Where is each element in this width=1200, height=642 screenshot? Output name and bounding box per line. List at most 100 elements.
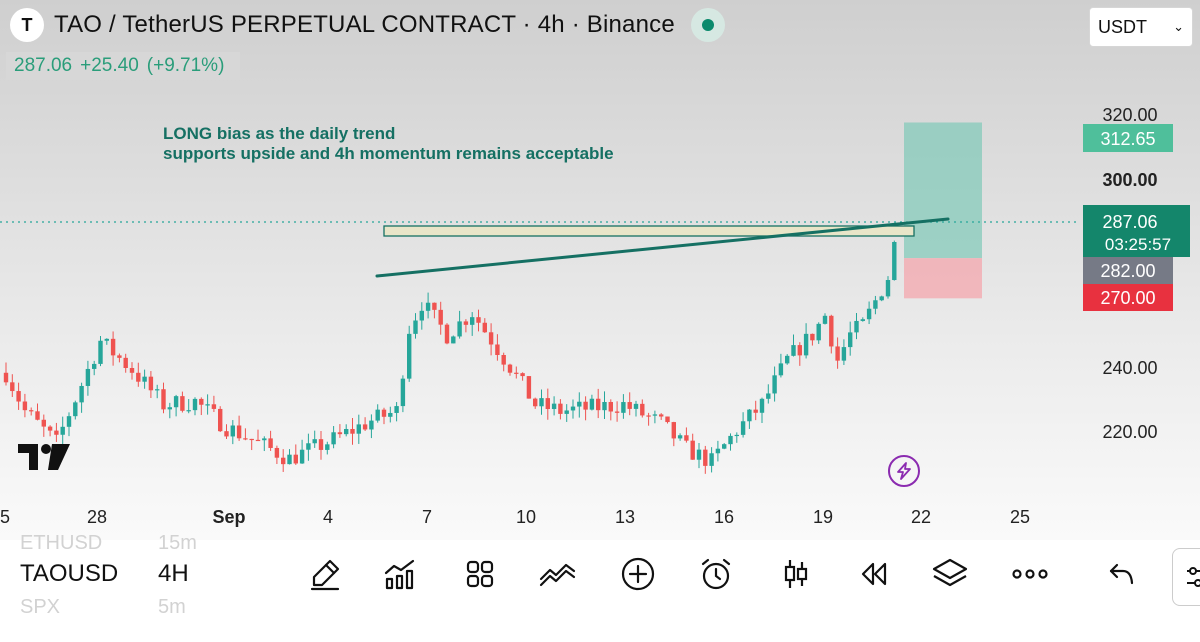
candle [173,396,179,408]
candle [816,323,821,341]
candle [407,333,412,379]
timeframe-selector[interactable]: 4H [158,560,189,587]
candle [54,430,59,435]
candle [262,438,267,441]
candle [350,428,355,434]
candle [318,439,324,450]
time-axis-label: 4 [323,507,333,527]
candle [3,372,9,383]
entry-tag [1083,257,1173,284]
candle [539,398,544,407]
replay-icon[interactable] [852,552,896,596]
candle [608,401,613,412]
time-axis-label: 7 [422,507,432,527]
candle [690,440,695,460]
candle [344,428,349,435]
time-axis-label: 19 [813,507,833,527]
candle [797,345,802,356]
pen-icon[interactable] [303,552,347,596]
market-status-icon[interactable] [690,8,725,42]
chart-header: T TAO / TetherUS PERPETUAL CONTRACT · 4h… [10,8,725,42]
candle [432,302,437,310]
candle [841,347,847,361]
indicators-icon[interactable] [378,552,422,596]
candle [866,308,872,320]
alarm-icon[interactable] [694,552,738,596]
tradingview-logo-icon[interactable] [18,444,70,470]
candle [400,378,406,407]
layers-icon[interactable] [928,552,972,596]
candle [803,333,809,356]
candle [186,410,191,412]
price-axis-tick: 320.00 [1102,105,1157,125]
candle [696,449,702,460]
take-profit-tag [1083,124,1173,152]
candle [722,444,727,449]
candle [110,338,116,356]
time-axis-label: 5 [0,507,10,527]
candle [684,435,689,441]
candle [29,410,34,412]
toolbar [300,552,1140,596]
logo-letter: T [21,14,33,35]
candle [470,317,475,325]
candle [589,398,595,410]
time-axis-label: 10 [516,507,536,527]
plus-circle-icon[interactable] [616,552,660,596]
candle [218,408,223,432]
trade-note-line1: LONG bias as the daily trend [163,124,396,143]
grid-icon[interactable] [458,552,502,596]
candle [167,407,172,410]
more-icon[interactable] [1008,552,1052,596]
trade-note[interactable]: LONG bias as the daily trend supports up… [163,124,614,164]
chart-area[interactable]: 320.00 300.00 240.00 220.00 312.65 287.06 03:2… [0,0,1200,540]
candle [129,367,135,373]
candle [860,319,865,321]
undo-icon[interactable] [1100,552,1144,596]
candle [136,372,141,382]
candle [66,416,72,427]
candle [457,321,462,337]
candle [740,421,746,435]
candle [394,406,399,413]
candle [709,453,714,466]
candle [495,344,500,355]
candle [293,454,298,464]
price-chart[interactable]: 320.00 300.00 240.00 220.00 312.65 287.06 03:2… [0,0,1200,540]
bolt-icon[interactable] [888,455,920,487]
candle [822,315,828,324]
price-change: +25.40 [80,55,139,76]
price-summary: 287.06 +25.40 (+9.71%) [6,52,241,80]
candle [413,320,418,334]
symbol-title[interactable]: TAO / TetherUS PERPETUAL CONTRACT · 4h ·… [54,11,675,38]
candle [255,439,261,442]
candle [596,398,601,411]
ghost-tf-bottom: 5m [158,596,186,618]
candle [306,443,311,450]
candle [766,393,771,399]
candle [848,332,853,348]
candle [854,320,859,333]
candle [501,354,506,365]
settings-button[interactable] [1172,548,1200,606]
currency-select[interactable]: USDT ⌄ [1089,7,1193,47]
candle [728,435,733,445]
trade-note-line2: supports upside and 4h momentum remains … [163,144,614,163]
candle [148,376,154,391]
symbol-selector[interactable]: TAOUSD [20,560,119,587]
candle [192,398,198,411]
chevron-down-icon: ⌄ [1173,19,1184,34]
candle [41,419,46,427]
candle [92,363,97,369]
time-axis-label: 22 [911,507,931,527]
tao-logo: T [10,8,44,42]
candle [671,422,676,439]
candle [281,457,286,465]
candles-icon[interactable] [774,552,818,596]
candle [659,414,664,417]
candle [79,385,84,403]
candle [810,333,815,341]
compare-icon[interactable] [536,552,580,596]
candle [514,372,519,374]
current-price-tag [1083,205,1190,257]
